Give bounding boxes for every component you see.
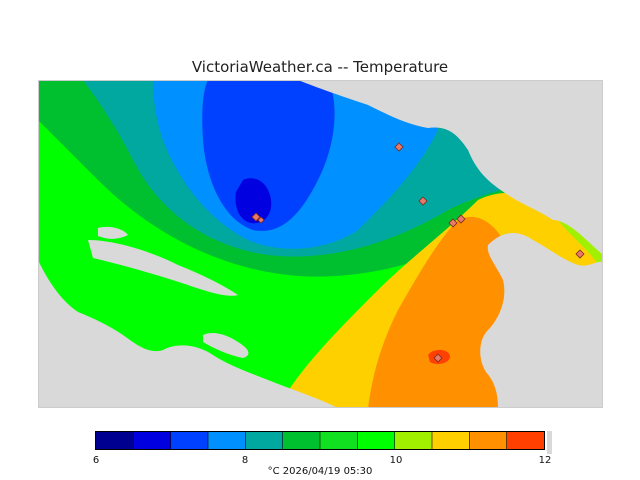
land-mask-southwest (38, 260, 338, 408)
colorbar-segment (320, 432, 358, 449)
colorbar-segment (133, 432, 172, 449)
station-marker[interactable] (251, 212, 261, 222)
map-title: VictoriaWeather.ca -- Temperature (191, 58, 449, 76)
colorbar-segment (506, 432, 545, 449)
colorbar-segment (357, 432, 396, 449)
temperature-colorbar (95, 431, 552, 454)
band-blue (202, 80, 335, 231)
colorbar-tick-label: 12 (538, 455, 552, 466)
colorbar-tick-label: 8 (241, 455, 249, 466)
colorbar-segment (96, 432, 134, 449)
colorbar-segment (394, 432, 433, 449)
land-mask-bay (203, 332, 249, 358)
colorbar-segment (469, 432, 508, 449)
station-markers (251, 142, 585, 363)
station-marker[interactable] (257, 216, 265, 224)
station-marker[interactable] (418, 196, 428, 206)
colorbar-segment (282, 432, 321, 449)
land-mask-cove (98, 226, 128, 239)
land-mask-northeast (298, 80, 603, 255)
band-dark-blue (235, 178, 272, 224)
colorbar-segment (432, 432, 470, 449)
colorbar-segment (170, 432, 209, 449)
station-marker[interactable] (456, 214, 466, 224)
station-marker[interactable] (394, 142, 404, 152)
colorbar-segment (208, 432, 246, 449)
temperature-map (38, 80, 603, 408)
colorbar-tick-label: 10 (389, 455, 403, 466)
station-marker[interactable] (575, 249, 585, 259)
land-mask-inlet (88, 240, 238, 296)
colorbar-segment (245, 432, 284, 449)
colorbar-tick-label: 6 (92, 455, 100, 466)
land-mask-east (480, 233, 603, 408)
station-marker[interactable] (448, 218, 458, 228)
station-marker[interactable] (433, 353, 443, 363)
colorbar-caption: °C 2026/04/19 05:30 (267, 466, 373, 477)
